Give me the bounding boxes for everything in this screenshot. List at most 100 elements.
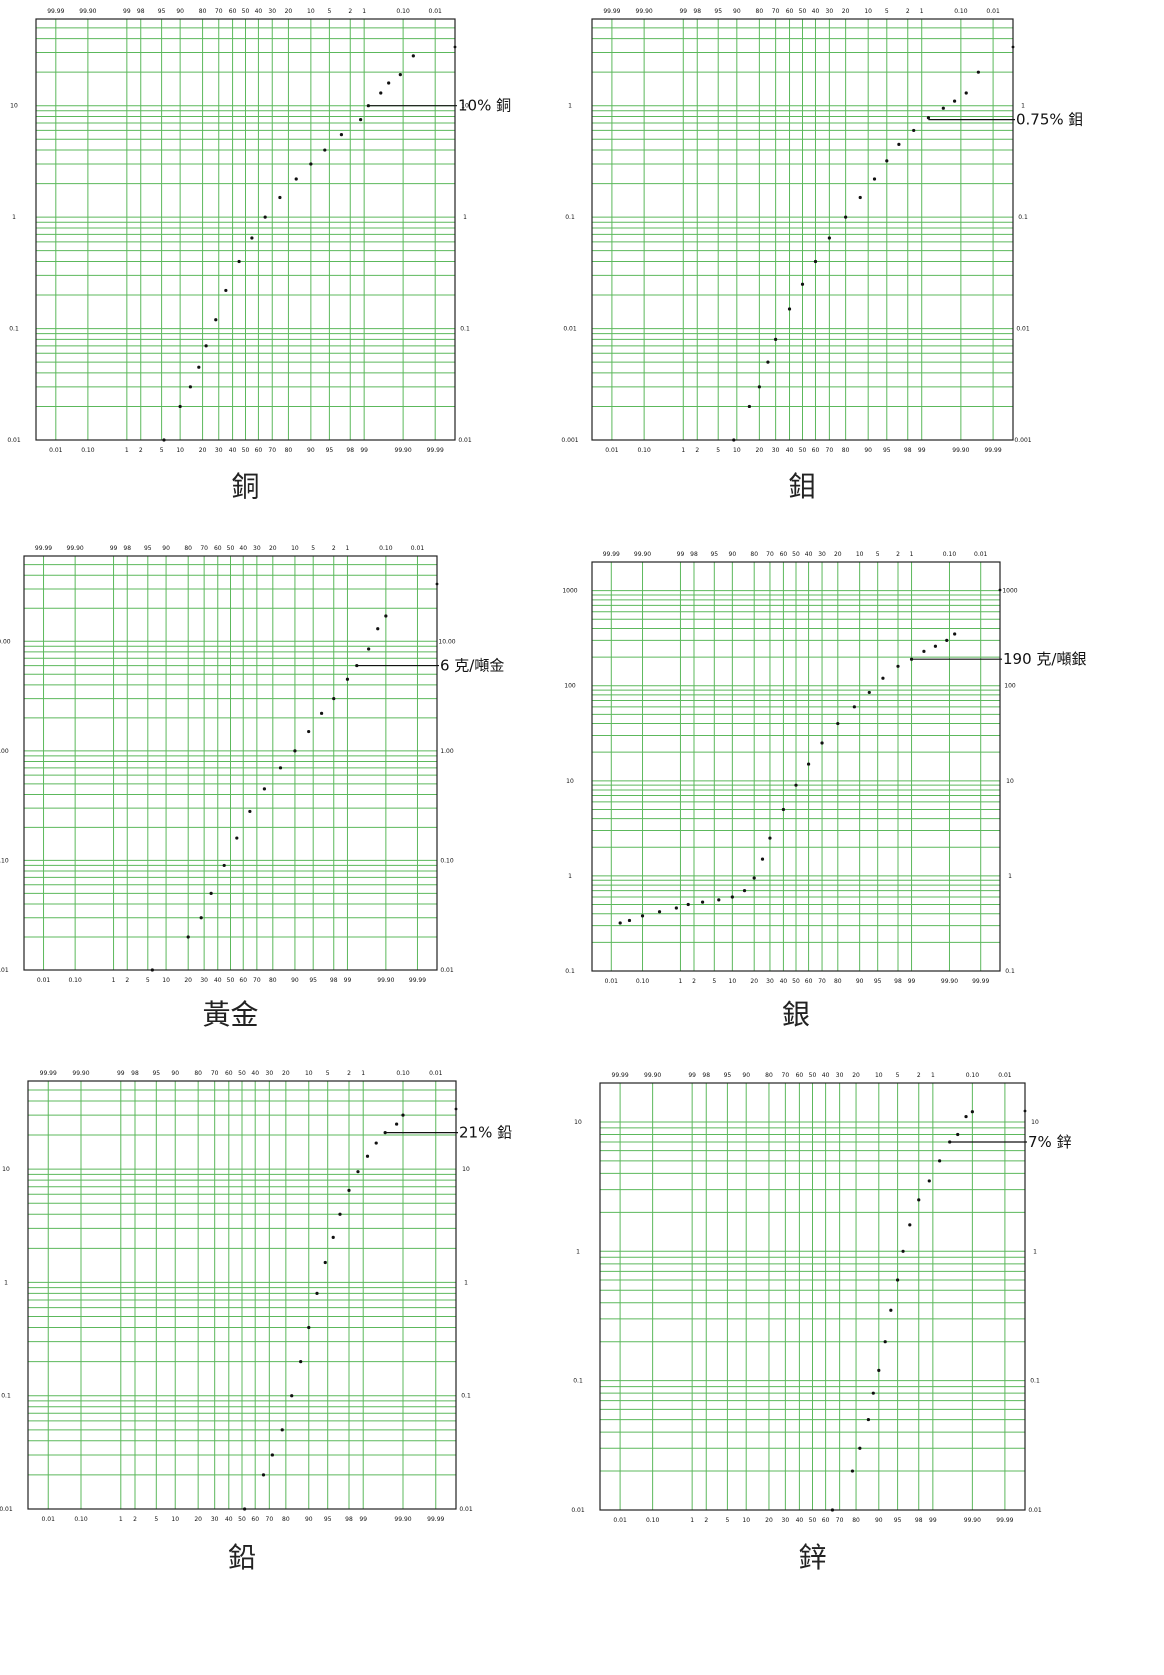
y-tick-label-right: 1000 [1002,588,1017,595]
top-tick-label: 10 [875,1072,883,1079]
data-point [293,749,297,753]
top-tick-label: 90 [176,8,184,15]
top-tick-label: 30 [818,551,826,558]
top-tick-label: 0.01 [411,545,425,552]
bottom-tick-label: 80 [282,1516,290,1523]
bottom-tick-label: 99.99 [972,978,989,985]
bottom-tick-label: 60 [251,1516,259,1523]
data-point [384,614,388,618]
data-point [872,177,877,181]
y-tick-label-left: 0.01 [563,326,577,333]
data-point [178,404,182,409]
top-tick-label: 50 [242,8,250,15]
top-tick-label: 99.90 [634,551,651,558]
bottom-tick-label: 95 [874,978,882,985]
y-tick-label-right: 0.01 [1016,326,1030,333]
bottom-tick-label: 90 [864,447,872,454]
top-tick-label: 70 [211,1070,219,1077]
chart-title: 鋅 [798,1541,827,1574]
top-tick-label: 99 [117,1070,125,1077]
data-point [618,921,622,925]
data-point [387,81,391,85]
data-point [453,45,457,49]
top-tick-label: 2 [906,8,910,15]
data-point [917,1198,921,1202]
bottom-tick-label: 0.01 [605,447,619,454]
data-point [889,1308,893,1312]
bottom-tick-label: 80 [852,1517,860,1524]
bottom-tick-label: 2 [125,977,129,984]
data-point [768,836,772,840]
y-tick-label-right: 10 [1006,778,1014,785]
bottom-tick-label: 0.10 [68,977,82,984]
top-tick-label: 0.01 [429,1070,443,1077]
top-tick-label: 95 [158,8,166,15]
bottom-tick-label: 50 [227,977,235,984]
bottom-tick-label: 95 [324,1516,332,1523]
data-point [270,1453,274,1457]
top-tick-label: 98 [137,8,145,15]
y-tick-label-left: 0.1 [565,968,575,975]
data-point [356,1170,360,1174]
bottom-tick-label: 80 [269,977,277,984]
y-tick-label-right: 0.01 [458,437,472,444]
bottom-tick-label: 60 [812,447,820,454]
data-point [347,1188,351,1192]
top-tick-label: 0.01 [429,8,443,15]
data-point [794,783,798,787]
data-point [866,1417,870,1422]
top-tick-label: 1 [361,1070,365,1077]
data-point [752,876,756,880]
top-tick-label: 30 [836,1072,844,1079]
bottom-tick-label: 40 [796,1517,804,1524]
bottom-tick-label: 98 [330,977,338,984]
data-point [309,162,313,166]
top-tick-label: 5 [311,545,315,552]
plot-frame [23,555,438,971]
data-point [186,935,190,939]
data-point [742,889,747,893]
top-tick-label: 90 [171,1070,179,1077]
data-point [299,1360,303,1364]
data-point [885,159,889,163]
top-tick-label: 30 [266,1070,274,1077]
y-tick-label-right: 1 [1008,873,1012,880]
bottom-tick-label: 2 [133,1516,137,1523]
data-point [867,690,871,695]
top-tick-label: 70 [766,551,774,558]
bottom-tick-label: 80 [285,447,293,454]
cutoff-label: 0.75% 鉬 [1016,111,1083,129]
bottom-tick-label: 2 [695,447,699,454]
data-point [850,1469,855,1473]
top-tick-label: 70 [200,545,208,552]
bottom-tick-label: 90 [875,1517,883,1524]
top-tick-label: 99 [110,545,118,552]
data-point [901,1249,905,1253]
top-tick-label: 50 [238,1070,246,1077]
bottom-tick-label: 99 [360,447,368,454]
top-tick-label: 0.10 [966,1072,980,1079]
data-point [956,1132,960,1137]
data-point [280,1428,284,1432]
bottom-tick-label: 0.01 [613,1517,627,1524]
data-point [263,215,267,219]
top-tick-label: 80 [765,1072,773,1079]
y-tick-label-left: 0.01 [0,1506,13,1513]
data-point [858,1446,862,1450]
top-tick-label: 0.10 [396,8,410,15]
data-point [323,1260,327,1265]
data-point [908,1223,912,1227]
data-point [222,863,226,868]
bottom-tick-label: 20 [765,1517,773,1524]
y-tick-label-left: 10 [2,1166,10,1173]
y-tick-label-right: 1 [464,1279,468,1286]
top-tick-label: 99 [679,8,687,15]
top-tick-label: 99.90 [67,545,84,552]
data-point [941,106,945,110]
top-tick-label: 0.01 [974,551,988,558]
data-point [345,677,350,681]
bottom-tick-label: 2 [692,978,696,985]
y-tick-label-right: 0.001 [1014,437,1031,444]
bottom-tick-label: 10 [733,447,741,454]
bottom-tick-label: 70 [253,977,261,984]
